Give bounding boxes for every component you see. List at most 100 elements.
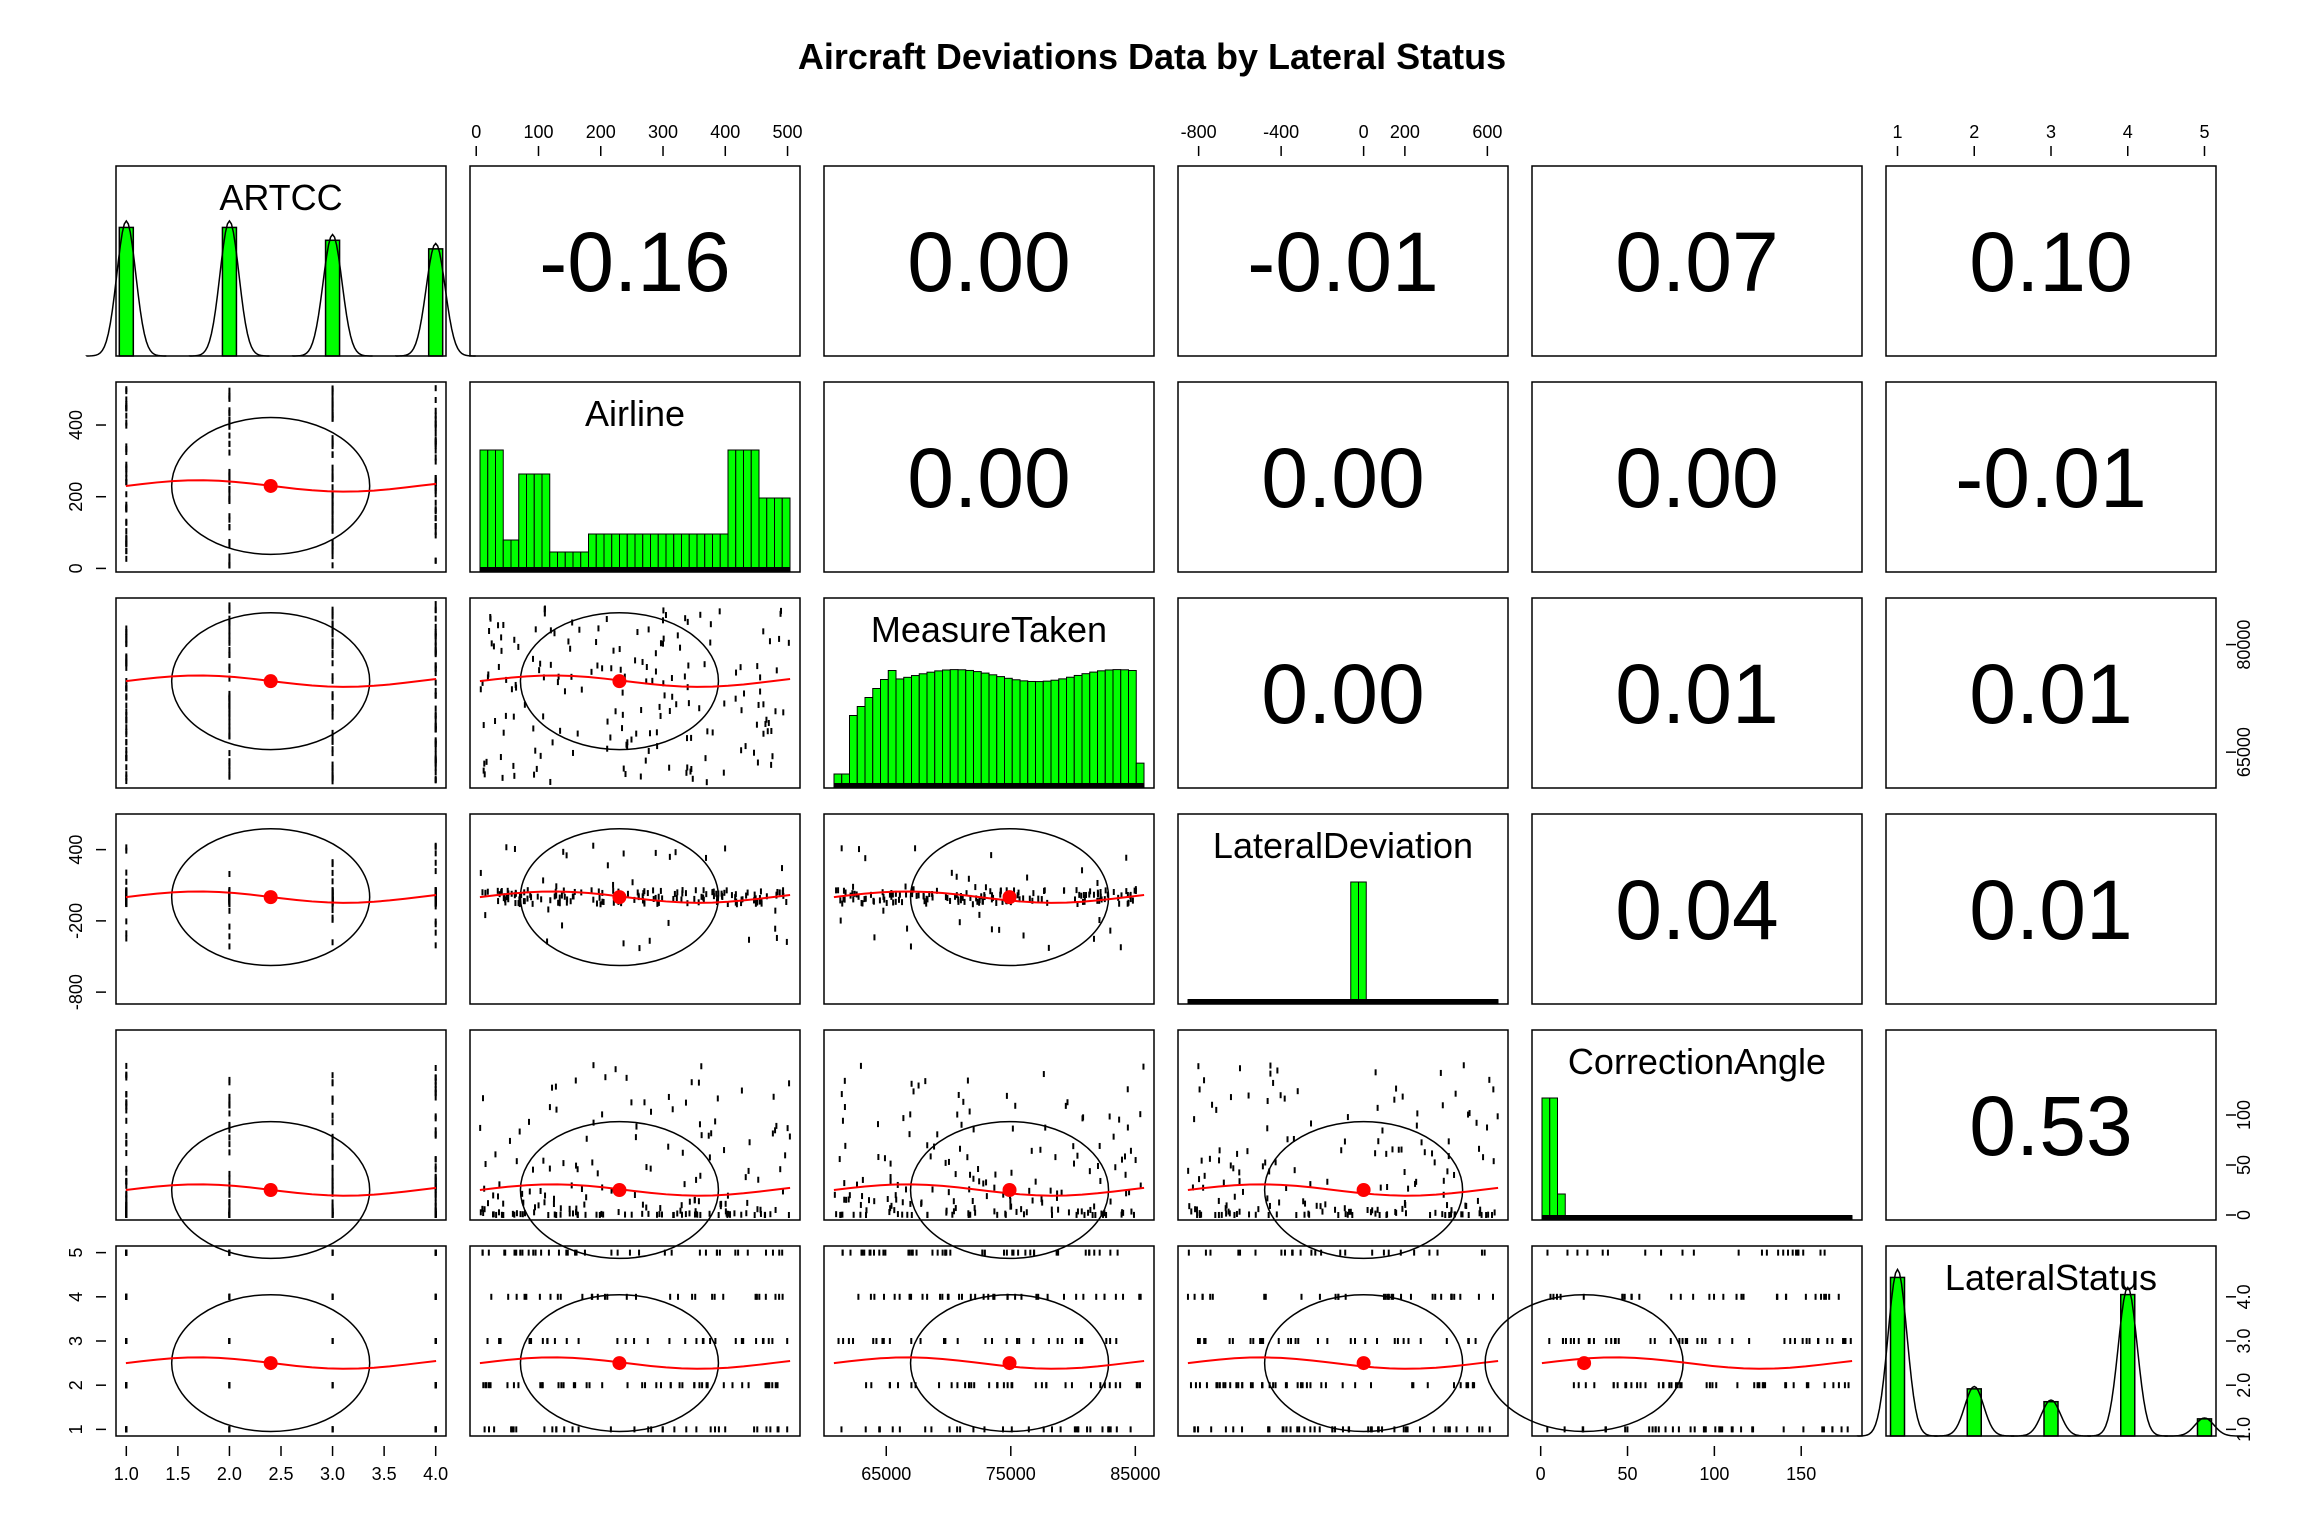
data-point: [522, 1199, 525, 1206]
smooth-line: [1187, 1356, 1499, 1370]
histogram-bar: [118, 226, 135, 357]
data-point: [1016, 1338, 1019, 1344]
data-point: [891, 1426, 894, 1433]
data-point: [628, 1249, 631, 1256]
data-point: [434, 1132, 437, 1139]
data-point: [499, 754, 502, 761]
data-point: [912, 886, 915, 893]
data-point: [701, 1338, 704, 1344]
data-point: [875, 1338, 878, 1344]
data-point: [1028, 1187, 1031, 1194]
data-point: [668, 707, 671, 714]
data-point: [947, 1158, 950, 1165]
data-point: [518, 896, 521, 903]
data-point: [1649, 1338, 1652, 1344]
data-point: [591, 1159, 594, 1166]
data-point: [228, 1123, 231, 1130]
data-point: [1228, 1338, 1231, 1344]
data-point: [228, 553, 231, 560]
data-point: [331, 527, 334, 534]
panel-frame: [1177, 1029, 1509, 1221]
panel-frame: [469, 813, 801, 1005]
data-point: [1318, 1426, 1321, 1433]
data-point: [331, 887, 334, 894]
panel-frame: [115, 1029, 447, 1221]
histogram-bar: [650, 533, 659, 573]
data-point: [679, 1207, 682, 1214]
data-point: [1046, 1293, 1049, 1300]
data-point: [1461, 1211, 1464, 1218]
data-point: [125, 1107, 128, 1114]
data-point: [483, 771, 486, 778]
data-point: [633, 1426, 636, 1433]
data-point: [556, 1293, 559, 1300]
data-point: [645, 1164, 648, 1171]
data-point: [331, 1175, 334, 1182]
data-point: [1562, 1338, 1565, 1344]
data-point: [705, 779, 708, 786]
data-point: [568, 1210, 571, 1217]
data-point: [1303, 1211, 1306, 1218]
data-point: [1821, 1426, 1824, 1433]
data-point: [1573, 1338, 1576, 1344]
data-point: [1129, 1426, 1132, 1433]
data-point: [954, 893, 957, 900]
data-point: [1447, 1138, 1450, 1145]
data-point: [661, 1426, 664, 1433]
data-point: [228, 750, 231, 757]
data-point: [649, 1165, 652, 1172]
data-point: [655, 1382, 658, 1389]
data-point: [554, 1083, 557, 1090]
data-point: [547, 1249, 550, 1256]
data-point: [1582, 1426, 1585, 1433]
data-point: [1385, 1211, 1388, 1218]
data-point: [228, 675, 231, 682]
data-point: [626, 739, 629, 746]
tick-label: 4: [2123, 122, 2133, 142]
data-point: [1396, 1338, 1399, 1344]
data-point: [1482, 1154, 1485, 1161]
data-point: [502, 1211, 505, 1218]
data-point: [667, 919, 670, 926]
data-point: [125, 1201, 128, 1208]
data-point: [746, 889, 749, 896]
data-point: [331, 907, 334, 914]
data-point: [676, 632, 679, 639]
data-point: [1572, 1382, 1575, 1389]
data-point: [647, 626, 650, 633]
data-point: [1030, 1147, 1033, 1154]
data-point: [1022, 1211, 1025, 1218]
panel-frame: [469, 1245, 801, 1437]
data-point: [681, 887, 684, 894]
data-point: [1062, 1293, 1065, 1300]
data-point: [1804, 1293, 1807, 1300]
data-point: [125, 1382, 128, 1389]
data-point: [704, 1249, 707, 1256]
data-point: [1073, 1160, 1076, 1167]
data-point: [1261, 1382, 1264, 1389]
data-point: [1220, 1211, 1223, 1218]
data-point: [699, 1172, 702, 1179]
data-point: [1730, 1426, 1733, 1433]
data-point: [1753, 1382, 1756, 1389]
data-point: [1047, 1338, 1050, 1344]
data-point: [1684, 1338, 1687, 1344]
data-point: [624, 1211, 627, 1218]
histogram-bar: [911, 675, 920, 789]
data-point: [722, 769, 725, 776]
data-point: [556, 679, 559, 686]
correlation-ellipse: [1263, 1120, 1464, 1260]
data-point: [686, 764, 689, 771]
data-point: [488, 1426, 491, 1433]
data-point: [581, 1293, 584, 1300]
data-point: [772, 1093, 775, 1100]
data-point: [1692, 1293, 1695, 1300]
data-point: [497, 622, 500, 629]
data-point: [605, 616, 608, 623]
tick-label: 3.5: [372, 1464, 397, 1484]
data-point: [1122, 1209, 1125, 1216]
data-point: [711, 1293, 714, 1300]
data-point: [434, 1127, 437, 1134]
data-point: [839, 917, 842, 924]
data-point: [1041, 1199, 1044, 1206]
